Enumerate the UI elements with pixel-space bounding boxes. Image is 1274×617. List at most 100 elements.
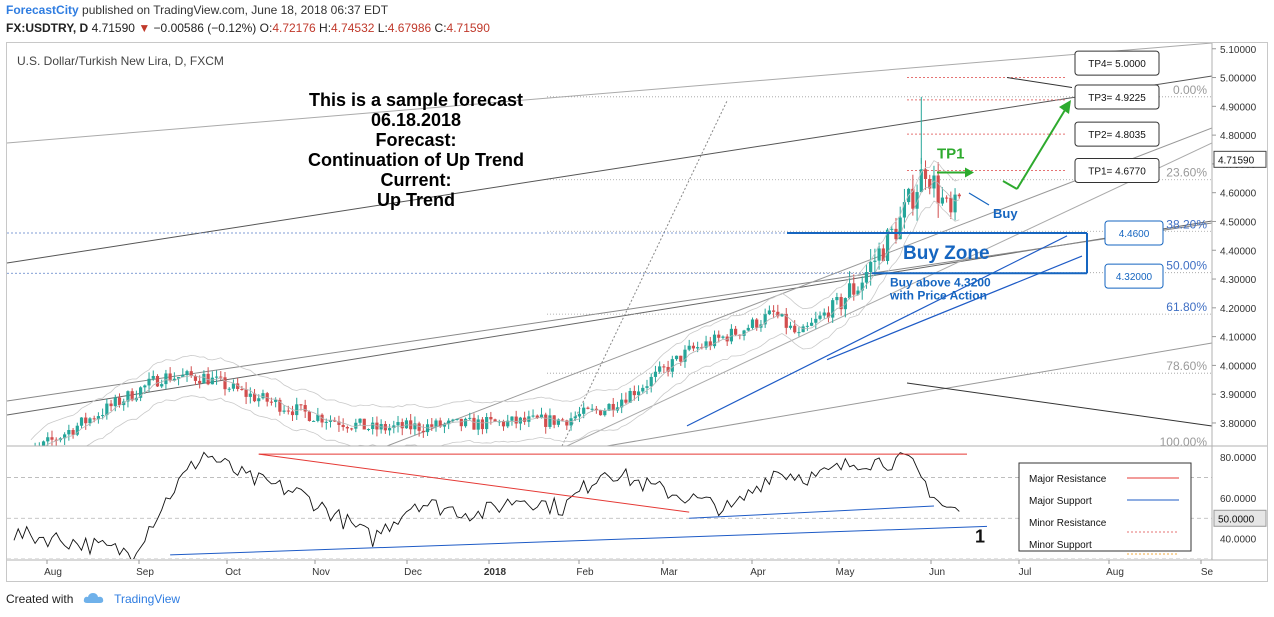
- last-price-label: 4.71590: [1218, 155, 1255, 166]
- price-chart[interactable]: 1 0.00% 23.60% 38.20% 50.00% 61.80% 78.60% 100…: [7, 43, 1267, 581]
- last-price: 4.71590: [91, 21, 135, 35]
- candle-body: [257, 398, 261, 402]
- candle-body: [96, 416, 100, 420]
- candle-body: [708, 341, 712, 347]
- candle-body: [518, 417, 522, 424]
- support-trend-line: [826, 255, 1083, 361]
- legend-label: Major Support: [1029, 496, 1092, 507]
- fib-level-label: 23.60%: [1166, 166, 1207, 180]
- candle: [320, 413, 324, 428]
- candle-body: [472, 417, 476, 430]
- buy-zone-note: with Price Action: [889, 288, 987, 302]
- low-label: L:: [377, 21, 388, 35]
- candle-body: [603, 410, 607, 416]
- candle-body: [856, 290, 860, 295]
- candle-body: [615, 407, 620, 411]
- band-line: [30, 160, 960, 441]
- target-callout: TP4= 5.0000: [1006, 50, 1160, 89]
- symbol-label: FX:USDTRY, D: [6, 21, 89, 35]
- candle-body: [539, 414, 544, 419]
- arrow-head-icon: [1059, 100, 1071, 114]
- chart-panel[interactable]: 1 0.00% 23.60% 38.20% 50.00% 61.80% 78.60% 100…: [6, 42, 1268, 582]
- candle: [691, 342, 696, 352]
- candle-body: [109, 403, 113, 407]
- candle-body: [244, 389, 248, 397]
- candle: [50, 430, 54, 446]
- candle-body: [164, 373, 168, 385]
- candle: [649, 373, 653, 393]
- buy-pointer-line: [968, 192, 990, 206]
- candle: [809, 317, 814, 327]
- tradingview-link[interactable]: TradingView: [114, 592, 181, 606]
- candle-body: [556, 419, 560, 425]
- time-tick-label: Mar: [660, 567, 678, 578]
- price-tick-label: 4.20000: [1220, 304, 1257, 315]
- candle: [12, 457, 15, 473]
- candle: [421, 424, 425, 438]
- candle-body: [63, 434, 67, 439]
- candle: [674, 355, 679, 361]
- candle-body: [303, 405, 307, 412]
- target-callout: 4.4600: [1104, 220, 1164, 246]
- candle-body: [240, 388, 244, 390]
- forecast-annotation-line: Up Trend: [377, 190, 455, 210]
- time-tick-label: 2018: [484, 567, 507, 578]
- price-tick-label: 4.30000: [1220, 275, 1257, 286]
- brand-link[interactable]: ForecastCity: [6, 3, 79, 17]
- candle-body: [101, 415, 105, 417]
- candle: [818, 311, 822, 321]
- candle: [223, 372, 227, 396]
- candle: [214, 370, 219, 385]
- channel-line: [7, 75, 1212, 264]
- candle: [312, 420, 316, 422]
- candle-body: [438, 420, 442, 427]
- candle: [67, 424, 71, 441]
- candle: [598, 409, 603, 416]
- candle: [88, 417, 92, 427]
- candle: [307, 410, 311, 422]
- time-tick-label: Se: [1201, 567, 1214, 578]
- time-tick-label: Sep: [136, 567, 154, 578]
- candle-body: [881, 248, 885, 261]
- candle: [227, 387, 231, 393]
- candle-body: [434, 420, 438, 427]
- candle-body: [350, 428, 354, 430]
- candle-body: [620, 399, 624, 408]
- candle-body: [337, 421, 341, 425]
- fib-level-label: 0.00%: [1173, 83, 1207, 97]
- publish-info: published on TradingView.com, June 18, 2…: [82, 3, 389, 17]
- candle-body: [451, 419, 455, 421]
- last-price-tag: [1213, 150, 1267, 168]
- candle-body: [130, 391, 134, 401]
- candle-body: [324, 421, 328, 423]
- candle: [147, 372, 151, 392]
- candle: [708, 336, 712, 351]
- candle-body: [645, 386, 649, 388]
- candle-body: [658, 366, 662, 372]
- candle: [350, 427, 354, 431]
- tradingview-cloud-icon: [83, 593, 103, 603]
- candle: [290, 405, 295, 421]
- candle-body: [750, 319, 755, 328]
- target-callout: TP3= 4.9225: [1074, 84, 1160, 110]
- candle: [679, 355, 683, 366]
- arrow-head-icon: [965, 167, 974, 178]
- candle: [628, 387, 632, 403]
- candle: [945, 195, 949, 203]
- callout-label: 4.32000: [1116, 272, 1153, 283]
- callout-pointer: [1006, 77, 1073, 89]
- candle: [826, 306, 831, 323]
- candle: [531, 409, 535, 418]
- candle-body: [873, 260, 877, 262]
- candle: [953, 188, 957, 221]
- channel-line: [906, 382, 1212, 427]
- candle: [341, 418, 345, 431]
- candle: [767, 305, 771, 316]
- candle: [539, 407, 544, 419]
- price-tick-label: 4.60000: [1220, 189, 1257, 200]
- candle: [776, 304, 780, 319]
- candle-body: [463, 418, 468, 427]
- candle-body: [79, 417, 84, 426]
- candle-body: [940, 197, 944, 204]
- candle: [797, 327, 801, 337]
